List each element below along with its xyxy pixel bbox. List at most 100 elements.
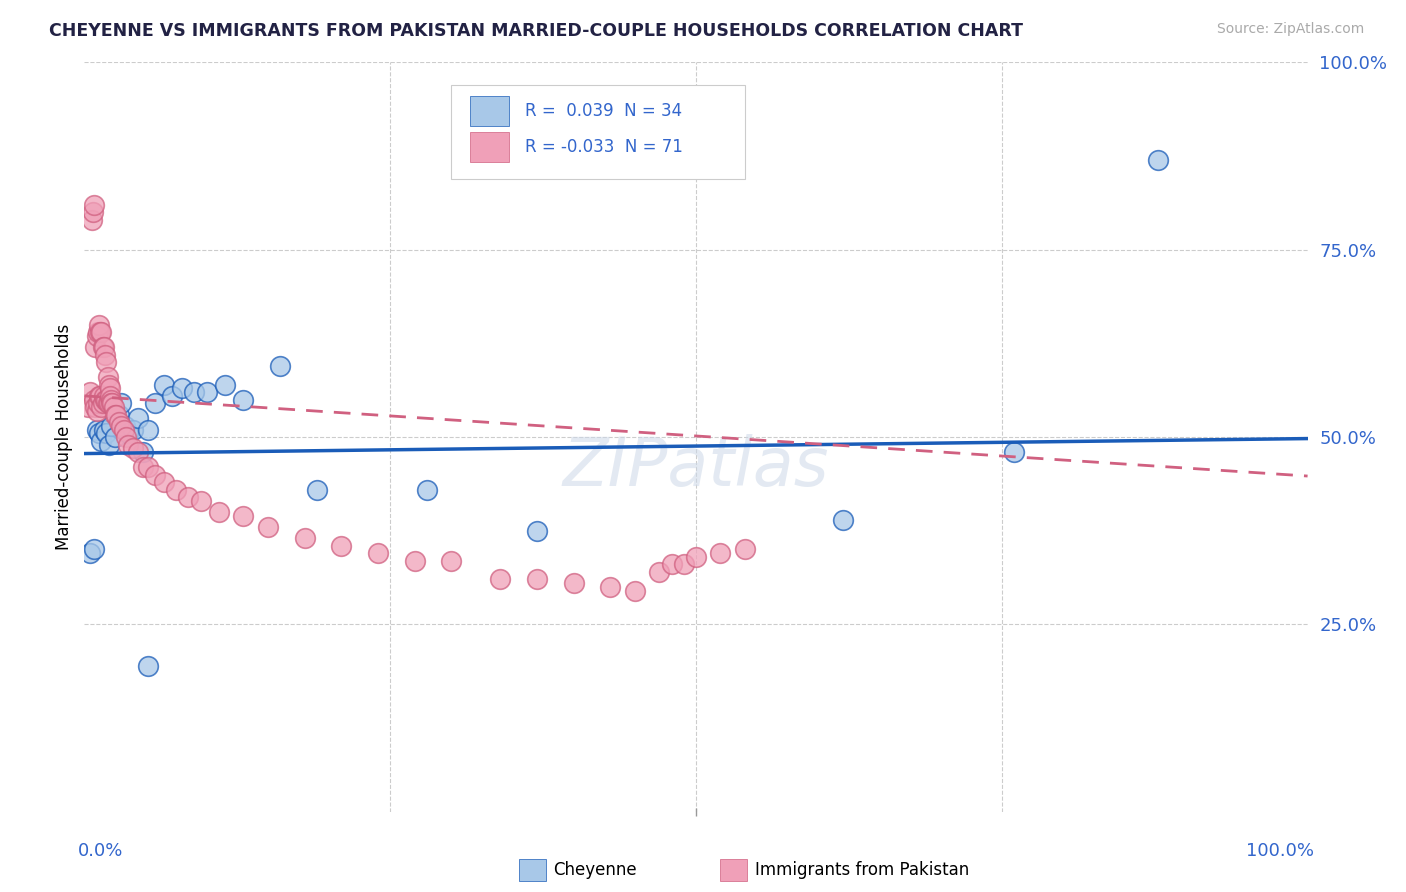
- Point: [208, 505, 231, 519]
- FancyBboxPatch shape: [470, 132, 509, 162]
- Point: [104, 430, 127, 444]
- Point: [97, 396, 120, 410]
- Point: [91, 396, 114, 410]
- Point: [214, 377, 236, 392]
- Point: [101, 396, 124, 410]
- Point: [122, 442, 145, 456]
- Point: [96, 426, 118, 441]
- Point: [132, 460, 155, 475]
- Point: [100, 396, 122, 410]
- Point: [79, 385, 101, 400]
- Point: [489, 573, 512, 587]
- Point: [112, 423, 135, 437]
- Point: [183, 385, 205, 400]
- Point: [153, 377, 176, 392]
- Point: [86, 329, 108, 343]
- Point: [115, 430, 138, 444]
- Point: [86, 423, 108, 437]
- FancyBboxPatch shape: [720, 859, 748, 881]
- Point: [661, 558, 683, 572]
- Point: [648, 565, 671, 579]
- Point: [98, 389, 121, 403]
- Point: [190, 493, 212, 508]
- Point: [562, 576, 585, 591]
- Point: [367, 546, 389, 560]
- Point: [127, 445, 149, 459]
- Point: [79, 546, 101, 560]
- Point: [172, 381, 194, 395]
- Point: [127, 411, 149, 425]
- Point: [97, 437, 120, 451]
- Text: 0.0%: 0.0%: [79, 842, 124, 860]
- Point: [305, 483, 328, 497]
- FancyBboxPatch shape: [470, 96, 509, 126]
- Point: [97, 370, 120, 384]
- Point: [685, 549, 707, 564]
- Point: [257, 520, 280, 534]
- Point: [86, 404, 108, 418]
- Point: [624, 583, 647, 598]
- Text: R =  0.039  N = 34: R = 0.039 N = 34: [524, 103, 682, 120]
- Point: [87, 318, 110, 332]
- Point: [1002, 445, 1025, 459]
- Point: [232, 508, 254, 523]
- Point: [98, 381, 121, 395]
- Point: [77, 400, 100, 414]
- Point: [110, 418, 132, 433]
- Point: [153, 475, 176, 489]
- Point: [84, 340, 107, 354]
- Point: [93, 389, 115, 403]
- Point: [734, 542, 756, 557]
- Point: [96, 355, 118, 369]
- Point: [165, 483, 187, 497]
- Point: [1147, 153, 1170, 167]
- Point: [526, 524, 548, 538]
- Point: [294, 531, 316, 545]
- Text: CHEYENNE VS IMMIGRANTS FROM PAKISTAN MARRIED-COUPLE HOUSEHOLDS CORRELATION CHART: CHEYENNE VS IMMIGRANTS FROM PAKISTAN MAR…: [49, 22, 1024, 40]
- Point: [84, 400, 107, 414]
- Point: [89, 325, 111, 339]
- Point: [136, 460, 159, 475]
- Point: [100, 392, 122, 407]
- Point: [440, 554, 463, 568]
- Point: [709, 546, 731, 560]
- Point: [83, 542, 105, 557]
- Point: [83, 392, 105, 407]
- Point: [80, 212, 103, 227]
- Point: [104, 408, 127, 422]
- Point: [93, 423, 115, 437]
- Point: [89, 389, 111, 403]
- Point: [87, 325, 110, 339]
- Point: [90, 325, 112, 339]
- Point: [90, 434, 112, 448]
- Point: [87, 396, 110, 410]
- Point: [526, 573, 548, 587]
- Text: Cheyenne: Cheyenne: [553, 861, 637, 880]
- Point: [93, 340, 115, 354]
- Point: [117, 437, 139, 451]
- Point: [831, 512, 853, 526]
- Point: [136, 658, 159, 673]
- Point: [143, 467, 166, 482]
- Point: [117, 426, 139, 441]
- Point: [97, 396, 120, 410]
- Point: [330, 539, 353, 553]
- Point: [404, 554, 426, 568]
- Point: [103, 400, 125, 414]
- Point: [87, 426, 110, 441]
- Point: [195, 385, 218, 400]
- Point: [599, 580, 621, 594]
- Point: [90, 400, 112, 414]
- Point: [87, 389, 110, 403]
- Text: 100.0%: 100.0%: [1246, 842, 1313, 860]
- Point: [232, 392, 254, 407]
- Point: [269, 359, 291, 373]
- Text: ZIPatlas: ZIPatlas: [562, 434, 830, 500]
- Point: [97, 377, 120, 392]
- Point: [143, 396, 166, 410]
- Text: R = -0.033  N = 71: R = -0.033 N = 71: [524, 138, 682, 156]
- Point: [162, 389, 184, 403]
- Point: [136, 423, 159, 437]
- Point: [177, 490, 200, 504]
- Point: [94, 348, 117, 362]
